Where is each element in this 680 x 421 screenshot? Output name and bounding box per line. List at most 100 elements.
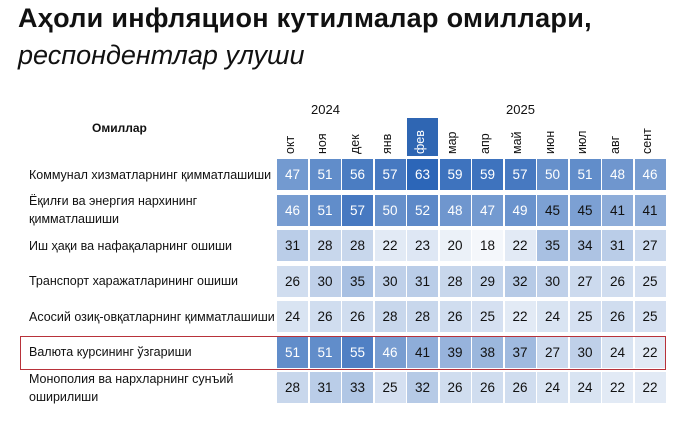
row-label-line: Монополия ва нархларнинг сунъий xyxy=(29,371,234,386)
heatmap-cell: 38 xyxy=(472,336,503,368)
heatmap-cell: 26 xyxy=(439,301,471,332)
heatmap-cell: 27 xyxy=(569,265,601,297)
heatmap-cell: 24 xyxy=(602,336,633,368)
heatmap-cell: 41 xyxy=(602,194,633,226)
row-label-4: Асосий озиқ-овқатларнинг қимматлашиши xyxy=(29,308,275,326)
month-label: июл xyxy=(575,130,589,154)
month-label: мар xyxy=(445,131,459,155)
heatmap-cell: 35 xyxy=(342,265,373,297)
heatmap-cell: 57 xyxy=(342,194,373,226)
row-label-line: Валюта курсининг ўзгариши xyxy=(29,345,192,359)
heatmap-cell: 32 xyxy=(407,372,438,403)
heatmap-cell: 57 xyxy=(504,159,536,190)
heatmap-cell: 25 xyxy=(374,372,406,403)
month-label: окт xyxy=(282,135,297,154)
highlighted-row-frame xyxy=(20,336,666,370)
heatmap-cell: 50 xyxy=(537,159,568,190)
heatmap-cell: 25 xyxy=(634,265,666,297)
heatmap-cell: 48 xyxy=(602,159,633,190)
heatmap-cell: 31 xyxy=(309,372,341,403)
row-label-line: оширилиши xyxy=(29,389,99,404)
heatmap-cell: 46 xyxy=(374,336,406,368)
heatmap-cell: 45 xyxy=(537,194,568,226)
row-label-line: қимматлашиши xyxy=(29,212,120,226)
row-label-3: Транспорт харажатларининг ошиши xyxy=(29,272,238,290)
heatmap-cell: 37 xyxy=(504,336,536,368)
heatmap-cell: 22 xyxy=(634,372,666,403)
heatmap-cell: 22 xyxy=(374,230,406,261)
heatmap-cell: 28 xyxy=(277,372,308,403)
heatmap-cell: 51 xyxy=(569,159,601,190)
month-label: авг xyxy=(607,135,622,154)
year-label-2024: 2024 xyxy=(311,102,340,117)
heatmap-cell: 22 xyxy=(504,301,536,332)
heatmap-cell: 51 xyxy=(309,194,341,226)
heatmap-cell: 33 xyxy=(342,372,373,403)
heatmap-cell: 47 xyxy=(472,194,503,226)
row-label-line: Иш ҳақи ва нафақаларнинг ошиши xyxy=(29,238,233,253)
heatmap-cell: 57 xyxy=(374,159,406,190)
heatmap-cell: 24 xyxy=(569,372,601,403)
row-label-2: Иш ҳақи ва нафақаларнинг ошиши xyxy=(29,237,232,255)
month-label: дек xyxy=(347,134,362,154)
heatmap-cell: 22 xyxy=(602,372,633,403)
heatmap-cell: 26 xyxy=(439,372,471,403)
heatmap-cell: 46 xyxy=(277,194,308,226)
heatmap-cell: 31 xyxy=(407,265,438,297)
month-header-9: июл xyxy=(570,118,601,156)
month-header-2: дек xyxy=(342,118,373,156)
heatmap-cell: 49 xyxy=(504,194,536,226)
heatmap-cell: 39 xyxy=(439,336,471,368)
heatmap-cell: 18 xyxy=(472,230,503,261)
row-label-0: Коммунал хизматларнинг қимматлашиши xyxy=(29,166,271,184)
heatmap-cell: 52 xyxy=(407,194,438,226)
month-label: ноя xyxy=(315,133,329,154)
heatmap-cell: 28 xyxy=(374,301,406,332)
month-header-6: апр xyxy=(472,118,503,156)
heatmap-cell: 31 xyxy=(277,230,308,261)
heatmap-cell: 20 xyxy=(439,230,471,261)
heatmap-cell: 27 xyxy=(537,336,568,368)
heatmap-cell: 26 xyxy=(277,265,308,297)
heatmap-cell: 27 xyxy=(634,230,666,261)
heatmap-cell: 46 xyxy=(634,159,666,190)
heatmap-cell: 31 xyxy=(602,230,633,261)
heatmap-cell: 26 xyxy=(602,265,633,297)
heatmap-cell: 59 xyxy=(472,159,503,190)
heatmap-cell: 50 xyxy=(374,194,406,226)
heatmap-cell: 26 xyxy=(342,301,373,332)
heatmap-cell: 28 xyxy=(342,230,373,261)
row-label-1: Ёқилғи ва энергия нархининг қимматлашиши xyxy=(29,192,197,228)
heatmap-cell: 26 xyxy=(504,372,536,403)
heatmap-cell: 28 xyxy=(309,230,341,261)
month-label: май xyxy=(510,131,524,154)
heatmap-cell: 24 xyxy=(537,372,568,403)
heatmap-cell: 24 xyxy=(537,301,568,332)
month-header-1: ноя xyxy=(310,118,341,156)
month-label: фев xyxy=(412,130,427,154)
row-label-line: Ёқилғи ва энергия нархининг xyxy=(29,194,198,208)
heatmap-cell: 34 xyxy=(569,230,601,261)
month-header-8: июн xyxy=(537,118,568,156)
heatmap-cell: 28 xyxy=(407,301,438,332)
heatmap-cell: 47 xyxy=(277,159,308,190)
heatmap-cell: 30 xyxy=(569,336,601,368)
heatmap-cell: 30 xyxy=(537,265,568,297)
row-label-6: Монополия ва нархларнинг сунъий оширилиши xyxy=(29,370,233,406)
row-label-5: Валюта курсининг ўзгариши xyxy=(29,343,192,361)
heatmap-cell: 63 xyxy=(407,159,438,190)
row-label-line: Коммунал хизматларнинг қимматлашиши xyxy=(29,167,272,182)
month-header-3: янв xyxy=(375,118,406,156)
heatmap-cell: 26 xyxy=(602,301,633,332)
month-label: сент xyxy=(640,128,654,154)
heatmap-cell: 41 xyxy=(634,194,666,226)
month-header-5: мар xyxy=(440,118,471,156)
heatmap-cell: 26 xyxy=(472,372,503,403)
month-header-4: фев xyxy=(407,118,438,156)
heatmap-cell: 29 xyxy=(472,265,503,297)
heatmap-cell: 22 xyxy=(634,336,666,368)
heatmap-cell: 32 xyxy=(504,265,536,297)
chart-subtitle: респондентлар улуши xyxy=(18,40,305,70)
heatmap-cell: 24 xyxy=(277,301,308,332)
chart-title: Аҳоли инфляцион кутилмалар омиллари, xyxy=(18,3,592,33)
